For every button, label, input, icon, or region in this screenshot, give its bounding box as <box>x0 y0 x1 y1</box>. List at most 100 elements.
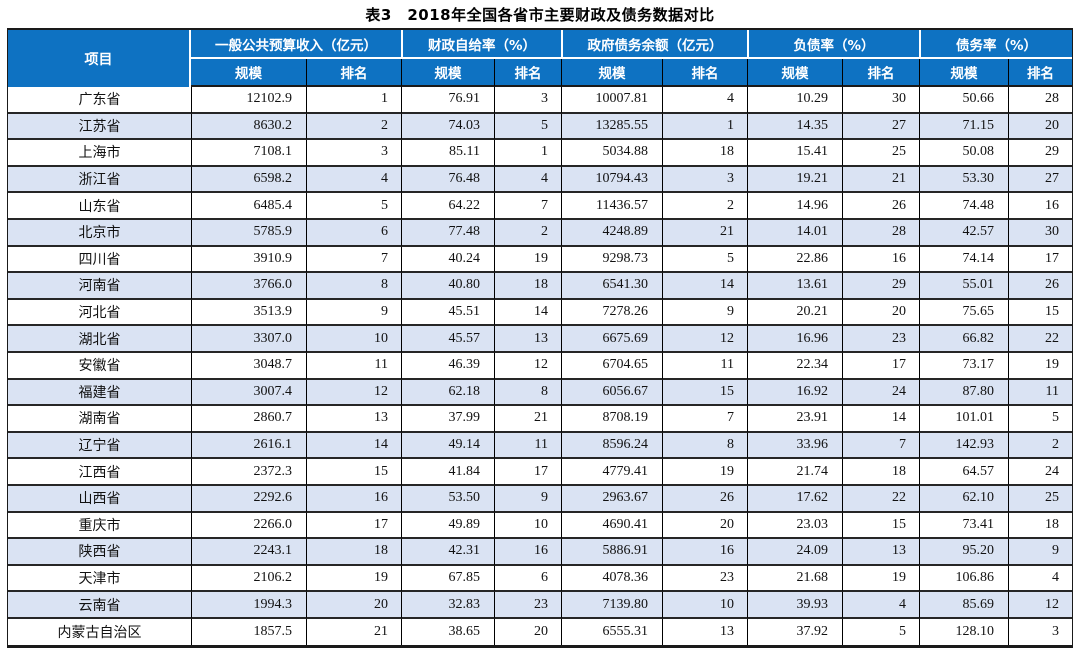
rank-cell: 20 <box>1008 113 1072 141</box>
rank-cell: 3 <box>306 140 401 167</box>
value-cell: 3766.0 <box>191 273 306 300</box>
subheader-scale: 规模 <box>401 59 494 87</box>
value-cell: 33.96 <box>747 432 842 460</box>
value-cell: 87.80 <box>919 379 1008 407</box>
value-cell: 3007.4 <box>191 379 306 407</box>
rank-cell: 19 <box>842 565 919 593</box>
value-cell: 2616.1 <box>191 432 306 460</box>
rank-cell: 30 <box>1008 219 1072 247</box>
table-row: 湖北省 3307.0 10 45.57 13 6675.69 12 16.96 23 66.82 2… <box>8 326 1072 353</box>
province-cell: 内蒙古自治区 <box>8 618 191 646</box>
value-cell: 39.93 <box>747 592 842 619</box>
value-cell: 11436.57 <box>561 193 662 220</box>
value-cell: 74.03 <box>401 113 494 141</box>
value-cell: 49.14 <box>401 432 494 460</box>
value-cell: 4690.41 <box>561 512 662 540</box>
value-cell: 101.01 <box>919 406 1008 433</box>
value-cell: 8708.19 <box>561 406 662 433</box>
rank-cell: 16 <box>842 246 919 274</box>
value-cell: 50.66 <box>919 87 1008 114</box>
value-cell: 45.57 <box>401 326 494 353</box>
value-cell: 85.69 <box>919 592 1008 619</box>
rank-cell: 19 <box>662 459 747 486</box>
value-cell: 64.22 <box>401 193 494 220</box>
value-cell: 10794.43 <box>561 166 662 194</box>
column-group-government-debt-balance: 政府债务余额（亿元） <box>561 30 747 59</box>
rank-cell: 18 <box>306 539 401 566</box>
rank-cell: 18 <box>842 459 919 486</box>
rank-cell: 28 <box>1008 87 1072 114</box>
value-cell: 2243.1 <box>191 539 306 566</box>
value-cell: 4248.89 <box>561 219 662 247</box>
value-cell: 142.93 <box>919 432 1008 460</box>
value-cell: 37.92 <box>747 618 842 646</box>
rank-cell: 5 <box>662 246 747 274</box>
province-cell: 江西省 <box>8 459 191 486</box>
value-cell: 53.30 <box>919 166 1008 194</box>
value-cell: 2372.3 <box>191 459 306 486</box>
column-group-debt-ratio: 债务率（%） <box>919 30 1072 59</box>
rank-cell: 29 <box>1008 140 1072 167</box>
value-cell: 14.01 <box>747 219 842 247</box>
value-cell: 40.80 <box>401 273 494 300</box>
table-row: 云南省 1994.3 20 32.83 23 7139.80 10 39.93 4 85.69 12 <box>8 592 1072 619</box>
rank-cell: 3 <box>1008 618 1072 646</box>
province-cell: 山东省 <box>8 193 191 220</box>
value-cell: 67.85 <box>401 565 494 593</box>
value-cell: 7139.80 <box>561 592 662 619</box>
rank-cell: 21 <box>662 219 747 247</box>
table-title: 表3 2018年全国各省市主要财政及债务数据对比 <box>365 6 715 24</box>
table-row: 四川省 3910.9 7 40.24 19 9298.73 5 22.86 16 74.14 17 <box>8 246 1072 274</box>
rank-cell: 9 <box>306 299 401 327</box>
value-cell: 16.96 <box>747 326 842 353</box>
table-row: 湖南省 2860.7 13 37.99 21 8708.19 7 23.91 14 101.01 5 <box>8 406 1072 433</box>
value-cell: 6485.4 <box>191 193 306 220</box>
value-cell: 74.48 <box>919 193 1008 220</box>
subheader-rank: 排名 <box>306 59 401 87</box>
rank-cell: 4 <box>842 592 919 619</box>
value-cell: 6555.31 <box>561 618 662 646</box>
subheader-scale: 规模 <box>747 59 842 87</box>
value-cell: 23.91 <box>747 406 842 433</box>
value-cell: 2106.2 <box>191 565 306 593</box>
rank-cell: 26 <box>1008 273 1072 300</box>
subheader-rank: 排名 <box>842 59 919 87</box>
value-cell: 16.92 <box>747 379 842 407</box>
value-cell: 20.21 <box>747 299 842 327</box>
rank-cell: 7 <box>662 406 747 433</box>
rank-cell: 27 <box>842 113 919 141</box>
value-cell: 49.89 <box>401 512 494 540</box>
value-cell: 2860.7 <box>191 406 306 433</box>
value-cell: 3513.9 <box>191 299 306 327</box>
province-cell: 河北省 <box>8 299 191 327</box>
table-row: 河南省 3766.0 8 40.80 18 6541.30 14 13.61 29 55.01 26 <box>8 273 1072 300</box>
rank-cell: 19 <box>1008 352 1072 380</box>
value-cell: 15.41 <box>747 140 842 167</box>
rank-cell: 12 <box>662 326 747 353</box>
rank-cell: 26 <box>842 193 919 220</box>
subheader-rank: 排名 <box>1008 59 1072 87</box>
value-cell: 38.65 <box>401 618 494 646</box>
value-cell: 2963.67 <box>561 485 662 513</box>
province-cell: 四川省 <box>8 246 191 274</box>
value-cell: 13.61 <box>747 273 842 300</box>
value-cell: 10007.81 <box>561 87 662 114</box>
rank-cell: 19 <box>494 246 561 274</box>
province-cell: 福建省 <box>8 379 191 407</box>
rank-cell: 3 <box>494 87 561 114</box>
table-row: 浙江省 6598.2 4 76.48 4 10794.43 3 19.21 21 53.30 27 <box>8 166 1072 194</box>
table-body: 广东省 12102.9 1 76.91 3 10007.81 4 10.29 30 50.66 28… <box>8 87 1072 646</box>
rank-cell: 15 <box>662 379 747 407</box>
value-cell: 6704.65 <box>561 352 662 380</box>
rank-cell: 11 <box>662 352 747 380</box>
rank-cell: 21 <box>842 166 919 194</box>
table-row: 江苏省 8630.2 2 74.03 5 13285.55 1 14.35 27 71.15 20 <box>8 113 1072 141</box>
province-cell: 辽宁省 <box>8 432 191 460</box>
table-row: 上海市 7108.1 3 85.11 1 5034.88 18 15.41 25 50.08 29 <box>8 140 1072 167</box>
rank-cell: 4 <box>306 166 401 194</box>
value-cell: 22.34 <box>747 352 842 380</box>
rank-cell: 13 <box>842 539 919 566</box>
value-cell: 4779.41 <box>561 459 662 486</box>
province-cell: 云南省 <box>8 592 191 619</box>
value-cell: 32.83 <box>401 592 494 619</box>
